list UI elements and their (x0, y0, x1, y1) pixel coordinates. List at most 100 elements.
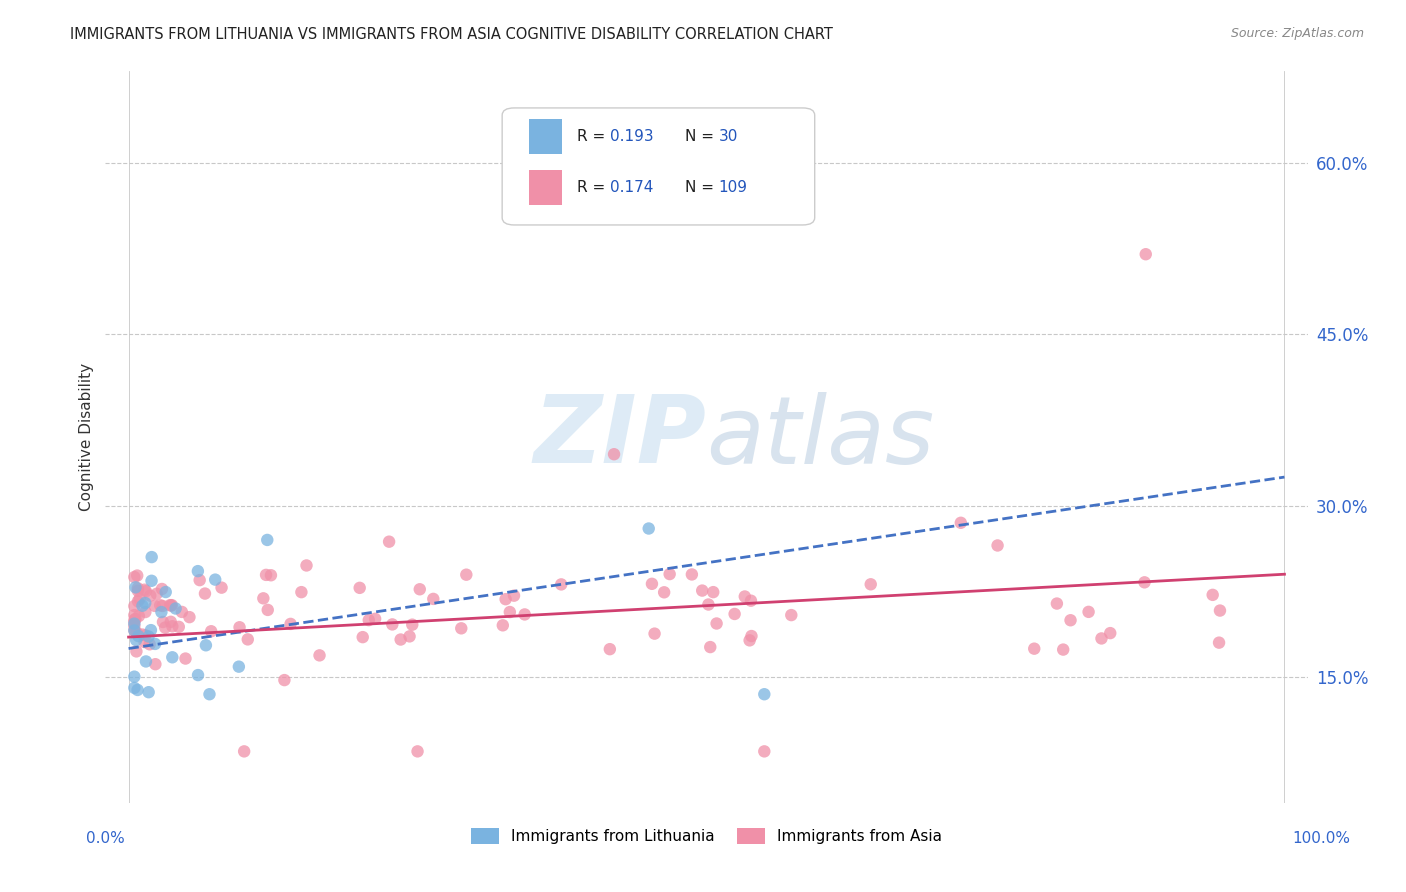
Bar (529, 119, 562, 154)
Point (170, 605, 193, 619)
Point (1046, 597, 1069, 611)
Point (236, 632, 259, 647)
Point (1090, 632, 1112, 646)
Point (141, 550, 163, 565)
Point (138, 637, 160, 651)
Point (702, 585, 724, 599)
Point (145, 657, 167, 672)
Point (378, 534, 401, 549)
Point (754, 687, 776, 701)
Point (211, 581, 233, 595)
Point (603, 447, 626, 461)
Point (160, 599, 183, 613)
Point (859, 577, 882, 591)
Point (124, 681, 146, 695)
Point (503, 589, 526, 603)
Point (131, 599, 153, 613)
Point (280, 616, 302, 631)
Point (637, 521, 659, 535)
Point (401, 617, 423, 632)
Text: 30: 30 (718, 129, 738, 145)
Point (256, 533, 278, 547)
Bar (529, 170, 562, 205)
Point (188, 573, 211, 587)
Point (1024, 641, 1046, 656)
Point (138, 630, 160, 644)
Point (124, 624, 146, 638)
Point (1052, 642, 1074, 657)
Point (124, 613, 146, 627)
Point (406, 744, 429, 758)
Point (228, 620, 250, 634)
Point (128, 609, 150, 624)
Point (699, 640, 721, 654)
Point (127, 583, 149, 598)
Point (706, 616, 728, 631)
Point (495, 592, 517, 607)
Point (124, 599, 146, 613)
Point (155, 585, 177, 599)
Point (124, 580, 146, 594)
Point (187, 668, 209, 682)
Point (134, 582, 156, 597)
Point (152, 599, 174, 613)
Point (174, 651, 197, 665)
Point (290, 585, 312, 599)
Point (165, 601, 187, 615)
Point (513, 607, 536, 622)
Point (228, 659, 250, 673)
Point (125, 644, 148, 658)
Point (141, 574, 163, 588)
Point (194, 586, 217, 600)
Text: 100.0%: 100.0% (1292, 831, 1351, 846)
Point (124, 608, 146, 623)
Point (187, 564, 209, 578)
Point (308, 648, 330, 663)
Point (260, 568, 283, 582)
Point (599, 642, 621, 657)
Point (124, 616, 146, 631)
Text: 109: 109 (718, 180, 748, 195)
Point (204, 573, 226, 587)
Point (644, 626, 666, 640)
Point (139, 589, 162, 603)
Point (273, 673, 295, 687)
Point (409, 582, 432, 597)
Point (1202, 588, 1225, 602)
Point (124, 619, 146, 633)
Point (124, 570, 146, 584)
Point (450, 621, 472, 635)
Point (492, 618, 515, 632)
Point (381, 617, 404, 632)
Point (124, 624, 146, 638)
Point (131, 627, 153, 641)
Point (128, 591, 150, 606)
Point (127, 582, 149, 596)
Point (740, 629, 762, 643)
Point (145, 587, 167, 601)
Point (179, 610, 201, 624)
Point (949, 516, 972, 530)
FancyBboxPatch shape (502, 108, 814, 225)
Text: R =: R = (576, 129, 610, 145)
Text: N =: N = (685, 129, 718, 145)
Point (134, 605, 156, 619)
Point (167, 620, 190, 634)
Point (138, 685, 160, 699)
Point (1059, 613, 1081, 627)
Point (256, 603, 278, 617)
Point (252, 591, 274, 606)
Point (389, 632, 412, 647)
Point (139, 623, 162, 637)
Point (124, 670, 146, 684)
Point (127, 568, 149, 582)
Point (398, 629, 420, 643)
Point (200, 624, 222, 639)
Point (697, 598, 720, 612)
Point (127, 682, 149, 697)
Point (134, 628, 156, 642)
Point (149, 599, 172, 613)
Point (1208, 635, 1230, 649)
Point (124, 615, 146, 629)
Point (150, 582, 173, 596)
